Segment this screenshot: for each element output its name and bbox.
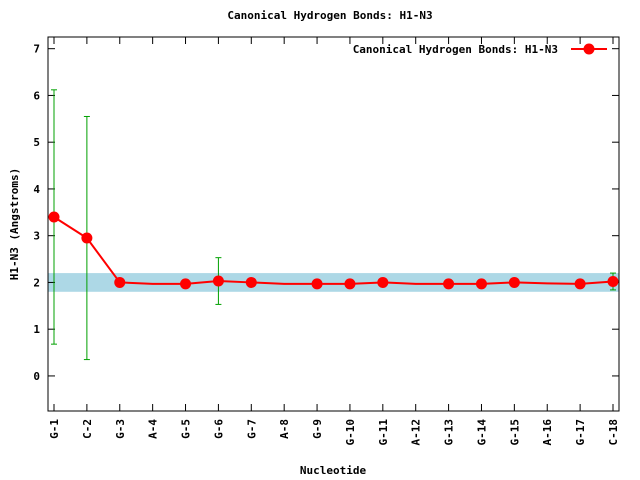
x-tick-label: G-15	[508, 419, 521, 446]
x-tick-label: A-12	[410, 419, 423, 446]
chart-title: Canonical Hydrogen Bonds: H1-N3	[227, 9, 432, 22]
data-point	[607, 276, 619, 288]
reference-band	[48, 273, 619, 292]
legend-marker	[583, 43, 595, 55]
plot-frame	[47, 36, 620, 412]
data-point	[508, 276, 520, 288]
y-axis-label: H1-N3 (Angstroms)	[8, 168, 21, 281]
data-point	[48, 211, 60, 223]
x-tick-label: A-16	[541, 419, 554, 446]
x-tick-label: G-10	[344, 419, 357, 446]
y-tick-label: 7	[33, 43, 40, 56]
x-axis-label: Nucleotide	[300, 464, 367, 477]
x-tick-label: G-14	[475, 419, 488, 446]
x-tick-label: G-1	[48, 419, 61, 439]
x-tick-label: G-3	[114, 419, 127, 439]
data-point	[475, 278, 487, 290]
x-tick-label: A-4	[147, 419, 160, 439]
data-point	[212, 275, 224, 287]
data-point	[114, 276, 126, 288]
data-point	[81, 232, 93, 244]
x-tick-label: C-18	[607, 419, 620, 446]
data-point	[245, 276, 257, 288]
x-tick-label: G-5	[180, 419, 193, 439]
y-tick-label: 3	[33, 230, 40, 243]
x-tick-label: G-7	[245, 419, 258, 439]
y-tick-label: 6	[33, 89, 40, 102]
x-tick-label: C-2	[81, 419, 94, 439]
data-point	[443, 278, 455, 290]
x-tick-label: G-13	[443, 419, 456, 446]
x-tick-label: G-9	[311, 419, 324, 439]
x-tick-label: G-6	[212, 419, 225, 439]
y-tick-label: 1	[33, 323, 40, 336]
x-tick-label: A-8	[278, 419, 291, 439]
y-tick-label: 2	[33, 276, 40, 289]
y-tick-label: 0	[33, 370, 40, 383]
x-tick-label: G-17	[574, 419, 587, 446]
y-tick-label: 5	[33, 136, 40, 149]
x-tick-label: G-11	[377, 419, 390, 446]
data-point	[344, 278, 356, 290]
data-point	[311, 278, 323, 290]
y-tick-label: 4	[33, 183, 40, 196]
data-point	[574, 278, 586, 290]
data-point	[377, 276, 389, 288]
legend-label: Canonical Hydrogen Bonds: H1-N3	[353, 43, 558, 56]
data-point	[180, 278, 192, 290]
